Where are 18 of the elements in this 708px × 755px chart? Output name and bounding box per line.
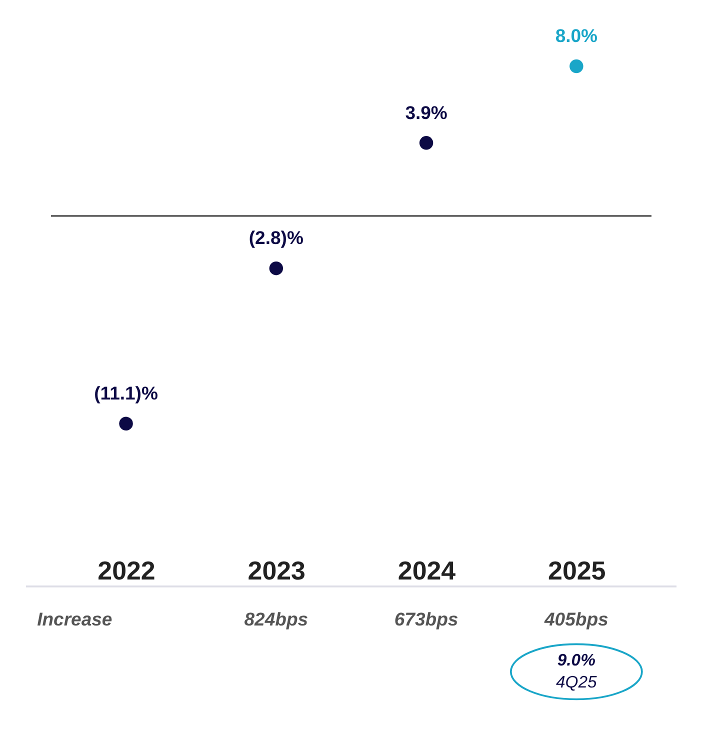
point [570, 59, 584, 74]
x-tick-label: 2023 [248, 558, 306, 586]
text: 9.0% [557, 650, 596, 670]
text: 405bps [544, 608, 608, 630]
point [119, 416, 133, 431]
data-label: 8.0% [555, 25, 598, 46]
text: 4Q25 [556, 672, 598, 692]
data-label: (2.8)% [248, 227, 304, 248]
data-label: 3.9% [405, 102, 448, 123]
data-label: (11.1)% [94, 382, 158, 404]
text: Increase [37, 608, 112, 630]
text: 824bps [244, 608, 308, 630]
point [269, 261, 284, 276]
x-tick-label: 2022 [98, 558, 156, 586]
x-tick-label: 2025 [548, 558, 606, 586]
x-tick-label: 2024 [398, 558, 456, 586]
text: 673bps [394, 608, 458, 630]
point [419, 136, 434, 150]
